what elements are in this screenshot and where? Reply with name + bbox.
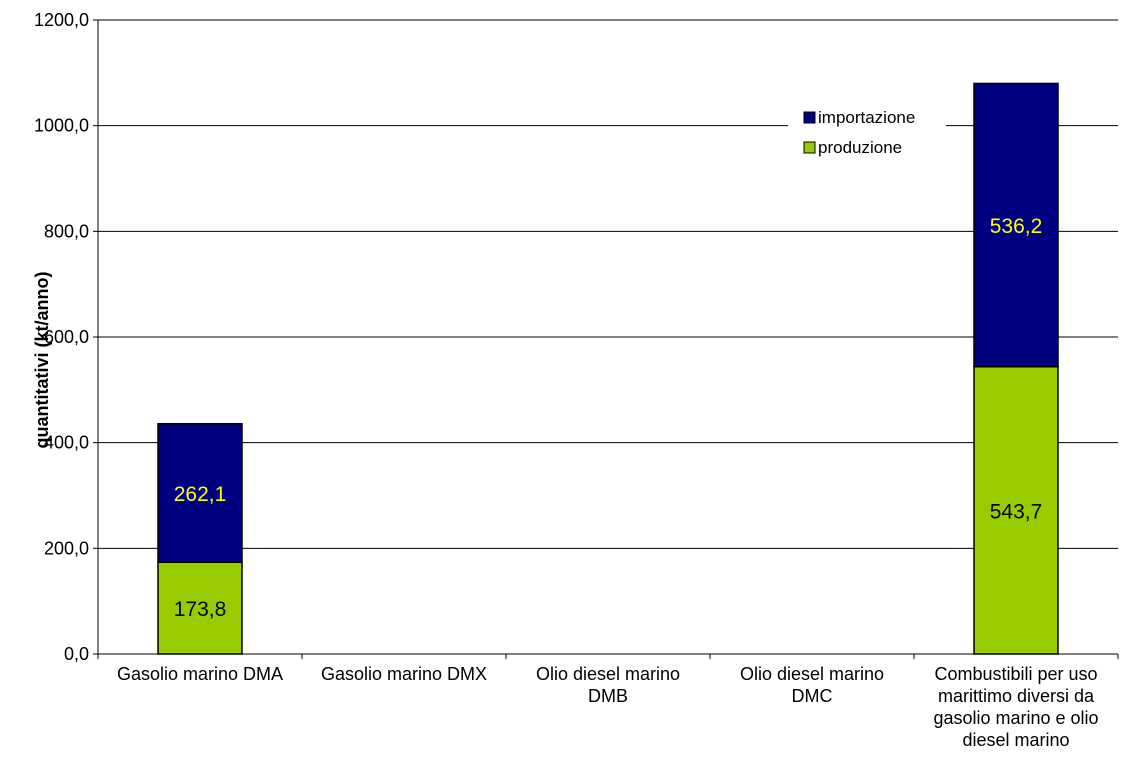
data-label-importazione: 536,2 — [990, 215, 1043, 238]
data-label-produzione: 173,8 — [174, 598, 227, 621]
y-tick-label: 0,0 — [64, 644, 89, 664]
x-category-label: Combustibili per uso marittimo diversi da… — [933, 664, 1098, 750]
y-tick-label: 600,0 — [44, 327, 89, 347]
legend-label-produzione: produzione — [818, 138, 902, 157]
y-tick-label: 800,0 — [44, 221, 89, 241]
data-labels: 173,8 262,1 543,7 536,2 — [174, 215, 1043, 621]
x-category-labels: Gasolio marino DMA Gasolio marino DMX Olio… — [117, 664, 1099, 750]
y-tick-label: 1200,0 — [34, 10, 89, 30]
y-tick-labels: 0,0 200,0 400,0 600,0 800,0 1000,0 1200,0 — [34, 10, 89, 664]
y-tick-label: 400,0 — [44, 433, 89, 453]
y-tick-label: 1000,0 — [34, 116, 89, 136]
data-label-produzione: 543,7 — [990, 500, 1043, 523]
y-axis-label: quantitativi (kt/anno) — [32, 272, 52, 449]
legend-swatch-importazione — [803, 111, 816, 124]
legend-label-importazione: importazione — [818, 108, 915, 127]
legend-swatch-produzione — [803, 141, 816, 154]
bars — [157, 82, 1059, 655]
bar-importazione — [157, 422, 243, 563]
x-category-label: Olio diesel marino DMB — [536, 664, 680, 706]
x-category-label: Gasolio marino DMX — [321, 664, 487, 684]
legend: importazione produzione — [788, 105, 946, 175]
bar-produzione — [973, 365, 1059, 655]
axes — [93, 19, 1119, 659]
bar-importazione — [973, 82, 1059, 368]
data-label-importazione: 262,1 — [174, 483, 227, 506]
y-tick-label: 200,0 — [44, 538, 89, 558]
gridlines — [98, 19, 1118, 549]
x-category-label: Gasolio marino DMA — [117, 664, 283, 684]
x-category-label: Olio diesel marino DMC — [740, 664, 884, 706]
